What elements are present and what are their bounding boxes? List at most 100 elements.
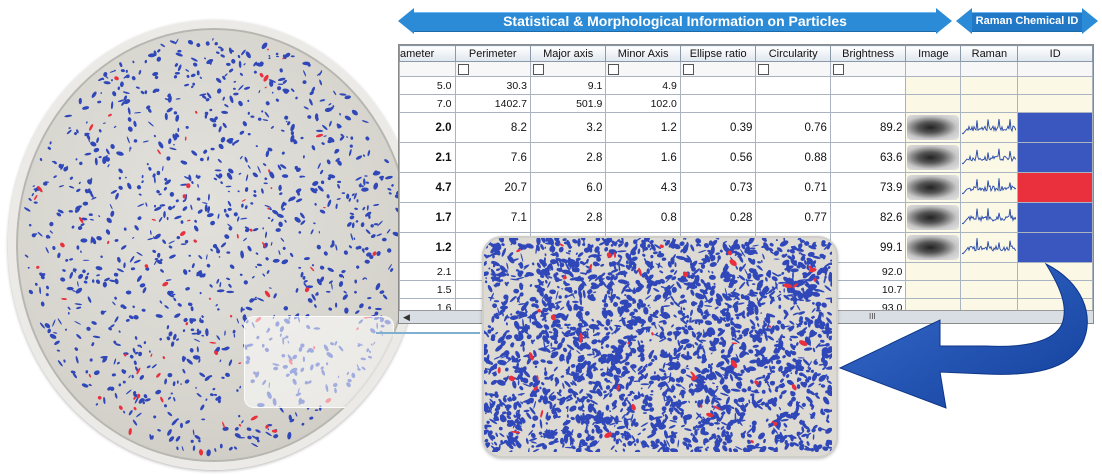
raman-header-arrow: Raman Chemical ID	[956, 8, 1098, 34]
table-cell: 3.2	[529, 112, 607, 143]
column-header[interactable]: ameter	[399, 45, 456, 62]
filter-cell	[605, 61, 681, 77]
column-header[interactable]: ID	[1017, 45, 1093, 62]
filter-cell	[1017, 61, 1093, 77]
table-cell: 1.2	[605, 112, 681, 143]
table-row[interactable]: 4.7 20.7 6.0 4.3 0.73 0.71 73.9	[399, 172, 1093, 203]
chemical-id-cell	[1017, 94, 1093, 113]
table-header-row: ameter Perimeter Major axis Minor Axis Ellip…	[399, 45, 1093, 62]
curved-return-arrow	[838, 262, 1088, 409]
table-cell: 1.6	[605, 142, 681, 173]
particle-image-cell	[905, 112, 962, 143]
table-cell: 73.9	[829, 172, 907, 203]
chemical-id-cell	[1017, 172, 1093, 203]
table-row[interactable]: 5.0 30.3 9.1 4.9	[399, 76, 1093, 95]
column-header[interactable]: Circularity	[755, 45, 831, 62]
table-cell: 10.7	[829, 280, 907, 299]
raman-spectrum-cell	[960, 172, 1019, 203]
filter-cell	[679, 61, 757, 77]
table-cell: 1.2	[399, 232, 456, 263]
stats-header-arrow: Statistical & Morphological Information …	[398, 8, 952, 34]
column-header[interactable]: Image	[905, 45, 962, 62]
raman-spectrum-cell	[960, 112, 1019, 143]
filter-cell	[755, 61, 831, 77]
checkbox-icon[interactable]	[532, 63, 544, 75]
table-cell: 0.8	[605, 202, 681, 233]
particle-image-cell	[905, 202, 962, 233]
raman-spectrum-cell	[960, 280, 1019, 299]
raman-spectrum-plot	[962, 238, 1017, 255]
table-cell: 0.39	[679, 112, 757, 143]
table-cell: 0.73	[679, 172, 757, 203]
chemical-id-cell	[1017, 202, 1093, 233]
raman-spectrum-plot	[962, 148, 1017, 165]
table-cell: 89.2	[829, 112, 907, 143]
table-cell: 2.8	[529, 142, 607, 173]
table-cell: 4.9	[605, 76, 681, 95]
checkbox-icon[interactable]	[758, 63, 770, 75]
particle-thumbnail	[907, 145, 960, 170]
petri-dish-image	[8, 20, 420, 470]
zoomed-particles-panel	[482, 236, 838, 458]
checkbox-icon[interactable]	[682, 63, 694, 75]
table-cell: 7.1	[454, 202, 531, 233]
particle-image-cell	[905, 172, 962, 203]
table-cell: 0.76	[755, 112, 831, 143]
chemical-id-cell	[1017, 142, 1093, 173]
table-cell: 9.1	[529, 76, 607, 95]
chemical-id-cell	[1017, 232, 1093, 263]
table-cell: 0.88	[755, 142, 831, 173]
zoomed-particles	[484, 238, 832, 452]
particle-image-cell	[905, 76, 962, 95]
checkbox-icon[interactable]	[457, 63, 469, 75]
table-cell: 20.7	[454, 172, 531, 203]
table-row[interactable]: 2.1 7.6 2.8 1.6 0.56 0.88 63.6	[399, 142, 1093, 173]
table-cell: 82.6	[829, 202, 907, 233]
table-cell: 2.8	[529, 202, 607, 233]
filter-cell	[529, 61, 607, 77]
column-header[interactable]: Ellipse ratio	[679, 45, 757, 62]
table-row[interactable]: 1.7 7.1 2.8 0.8 0.28 0.77 82.6	[399, 202, 1093, 233]
particle-image-cell	[905, 94, 962, 113]
table-cell: 7.0	[399, 94, 456, 113]
particle-image-cell	[905, 262, 962, 281]
table-cell	[755, 94, 831, 113]
dish-zoom-region	[244, 316, 394, 408]
table-cell	[679, 76, 757, 95]
table-cell	[829, 94, 907, 113]
filter-cell	[829, 61, 907, 77]
table-cell: 8.2	[454, 112, 531, 143]
table-row[interactable]: 2.0 8.2 3.2 1.2 0.39 0.76 89.2	[399, 112, 1093, 143]
particle-image-cell	[905, 142, 962, 173]
filter-cell	[399, 61, 456, 77]
filter-cell	[960, 61, 1019, 77]
column-header[interactable]: Major axis	[529, 45, 607, 62]
checkbox-icon[interactable]	[608, 63, 620, 75]
scroll-left-icon[interactable]: ◀	[403, 312, 410, 322]
raman-spectrum-cell	[960, 202, 1019, 233]
table-cell	[679, 94, 757, 113]
table-cell: 4.3	[605, 172, 681, 203]
particle-thumbnail	[907, 175, 960, 200]
particle-thumbnail	[907, 235, 960, 260]
table-cell: 2.1	[399, 262, 456, 281]
filter-cell	[905, 61, 962, 77]
filter-row	[399, 61, 1093, 77]
raman-spectrum-cell	[960, 94, 1019, 113]
column-header[interactable]: Raman	[960, 45, 1019, 62]
table-cell: 0.77	[755, 202, 831, 233]
column-header[interactable]: Brightness	[829, 45, 907, 62]
table-cell: 6.0	[529, 172, 607, 203]
column-header[interactable]: Minor Axis	[605, 45, 681, 62]
table-row[interactable]: 7.0 1402.7 501.9 102.0	[399, 94, 1093, 113]
table-cell: 102.0	[605, 94, 681, 113]
zoom-connector-line	[376, 332, 480, 334]
table-cell: 4.7	[399, 172, 456, 203]
particle-table: ameter Perimeter Major axis Minor Axis Ellip…	[399, 45, 1093, 317]
checkbox-icon[interactable]	[832, 63, 844, 75]
table-cell: 1.5	[399, 280, 456, 299]
scroll-grip[interactable]: III	[869, 312, 876, 321]
particle-image-cell	[905, 232, 962, 263]
stats-header-title: Statistical & Morphological Information …	[503, 13, 847, 29]
column-header[interactable]: Perimeter	[454, 45, 531, 62]
